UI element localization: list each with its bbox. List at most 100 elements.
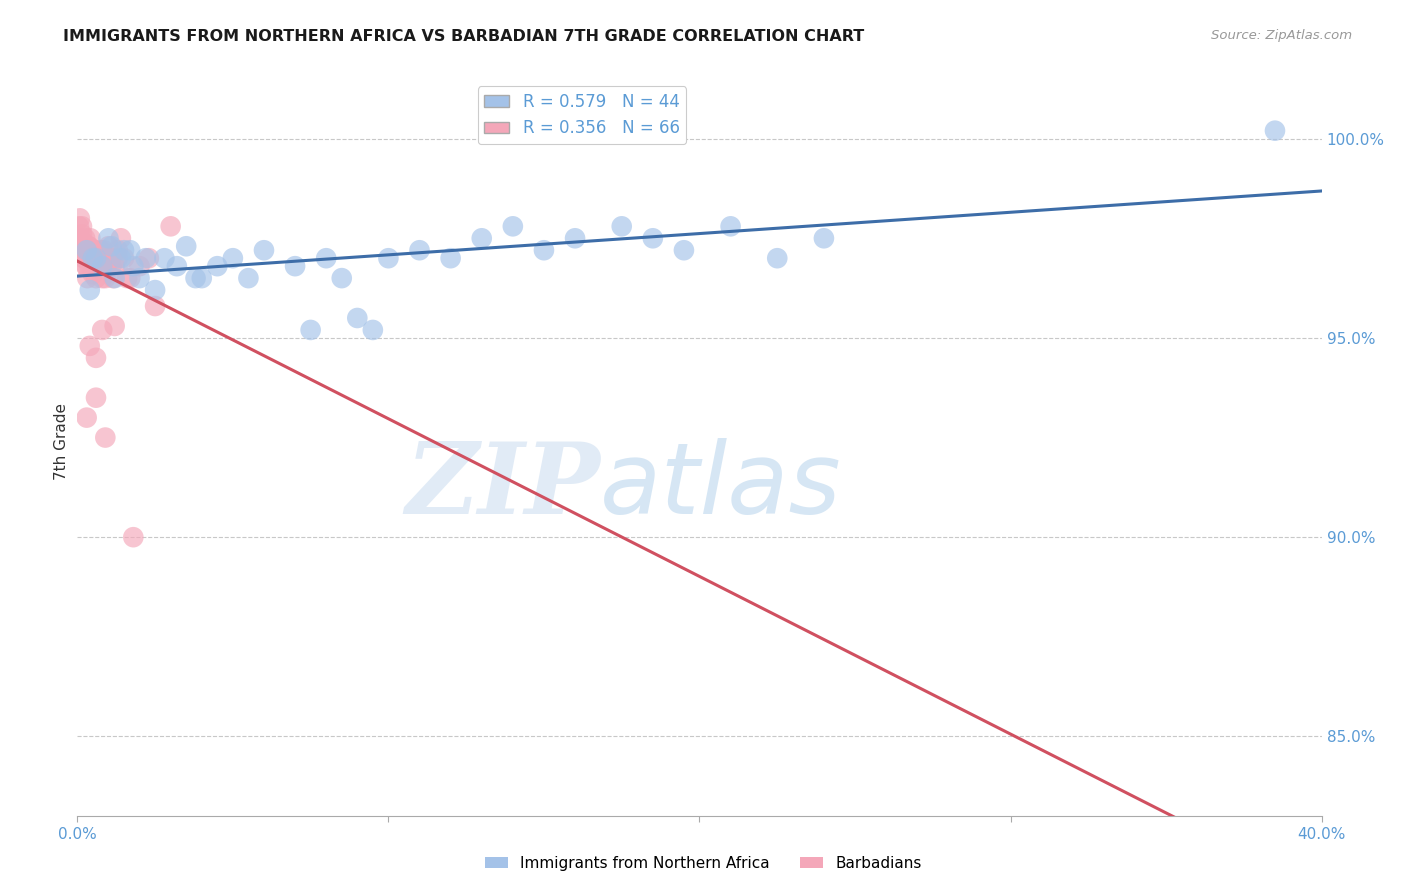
Point (166, 259, 188, 273)
Point (79, 231, 101, 245)
Point (82, 244, 104, 258)
Point (94, 271, 117, 285)
Point (83, 244, 105, 258)
Point (77, 239, 100, 253)
Point (75, 244, 97, 258)
Point (86, 251, 108, 265)
Point (79, 283, 101, 297)
Point (69, 231, 91, 245)
Point (330, 271, 353, 285)
Legend: R = 0.579   N = 44, R = 0.356   N = 66: R = 0.579 N = 44, R = 0.356 N = 66 (478, 87, 686, 145)
Point (766, 251, 789, 265)
Point (299, 323, 322, 337)
Point (100, 251, 122, 265)
Point (720, 219, 742, 234)
Point (77, 239, 100, 253)
Point (70, 219, 93, 234)
Point (104, 271, 127, 285)
Point (76, 271, 98, 285)
Point (83, 251, 105, 265)
Point (93, 251, 115, 265)
Point (69, 211, 91, 226)
Point (284, 259, 307, 273)
Point (93, 244, 115, 258)
Point (70, 239, 93, 253)
Point (184, 271, 207, 285)
Point (80, 251, 103, 265)
Point (91, 271, 114, 285)
Text: IMMIGRANTS FROM NORTHERN AFRICA VS BARBADIAN 7TH GRADE CORRELATION CHART: IMMIGRANTS FROM NORTHERN AFRICA VS BARBA… (63, 29, 865, 44)
Point (439, 251, 461, 265)
Point (361, 323, 384, 337)
Point (564, 231, 586, 245)
Point (76, 410, 98, 425)
Point (72, 251, 94, 265)
Point (76, 244, 98, 258)
Point (87, 259, 110, 273)
Point (72, 244, 94, 258)
Point (107, 251, 129, 265)
Point (79, 259, 101, 273)
Legend: Immigrants from Northern Africa, Barbadians: Immigrants from Northern Africa, Barbadi… (478, 850, 928, 877)
Point (86, 259, 108, 273)
Point (238, 271, 260, 285)
Point (84, 391, 107, 405)
Point (94, 431, 117, 445)
Point (72, 235, 94, 250)
Point (120, 244, 142, 258)
Point (90, 244, 112, 258)
Point (135, 251, 157, 265)
Y-axis label: 7th Grade: 7th Grade (53, 403, 69, 480)
Point (153, 251, 176, 265)
Point (97, 231, 120, 245)
Point (91, 259, 114, 273)
Point (128, 259, 150, 273)
Point (222, 251, 245, 265)
Point (813, 231, 835, 245)
Point (128, 271, 150, 285)
Text: atlas: atlas (600, 438, 842, 535)
Point (82, 267, 104, 281)
Point (122, 530, 145, 544)
Point (75, 259, 97, 273)
Point (207, 259, 229, 273)
Point (191, 271, 214, 285)
Point (110, 251, 132, 265)
Point (73, 251, 96, 265)
Point (110, 231, 132, 245)
Point (120, 271, 142, 285)
Point (76, 247, 98, 261)
Point (408, 244, 430, 258)
Point (159, 219, 181, 234)
Point (100, 239, 122, 253)
Point (315, 251, 337, 265)
Point (672, 244, 695, 258)
Point (138, 251, 160, 265)
Point (70, 227, 93, 242)
Point (94, 259, 117, 273)
Point (104, 318, 127, 333)
Point (76, 259, 98, 273)
Point (100, 259, 122, 273)
Point (174, 239, 197, 253)
Point (75, 231, 97, 245)
Point (82, 255, 104, 269)
Point (115, 271, 138, 285)
Point (1264, 123, 1286, 137)
Point (104, 259, 127, 273)
Point (79, 339, 101, 353)
Text: Source: ZipAtlas.com: Source: ZipAtlas.com (1212, 29, 1353, 42)
Point (84, 251, 107, 265)
Point (502, 219, 524, 234)
Point (80, 244, 103, 258)
Point (122, 259, 145, 273)
Point (143, 299, 166, 313)
Point (610, 219, 633, 234)
Point (253, 244, 276, 258)
Point (82, 251, 104, 265)
Point (346, 310, 368, 325)
Point (112, 244, 135, 258)
Point (67, 219, 90, 234)
Point (87, 251, 110, 265)
Point (533, 244, 555, 258)
